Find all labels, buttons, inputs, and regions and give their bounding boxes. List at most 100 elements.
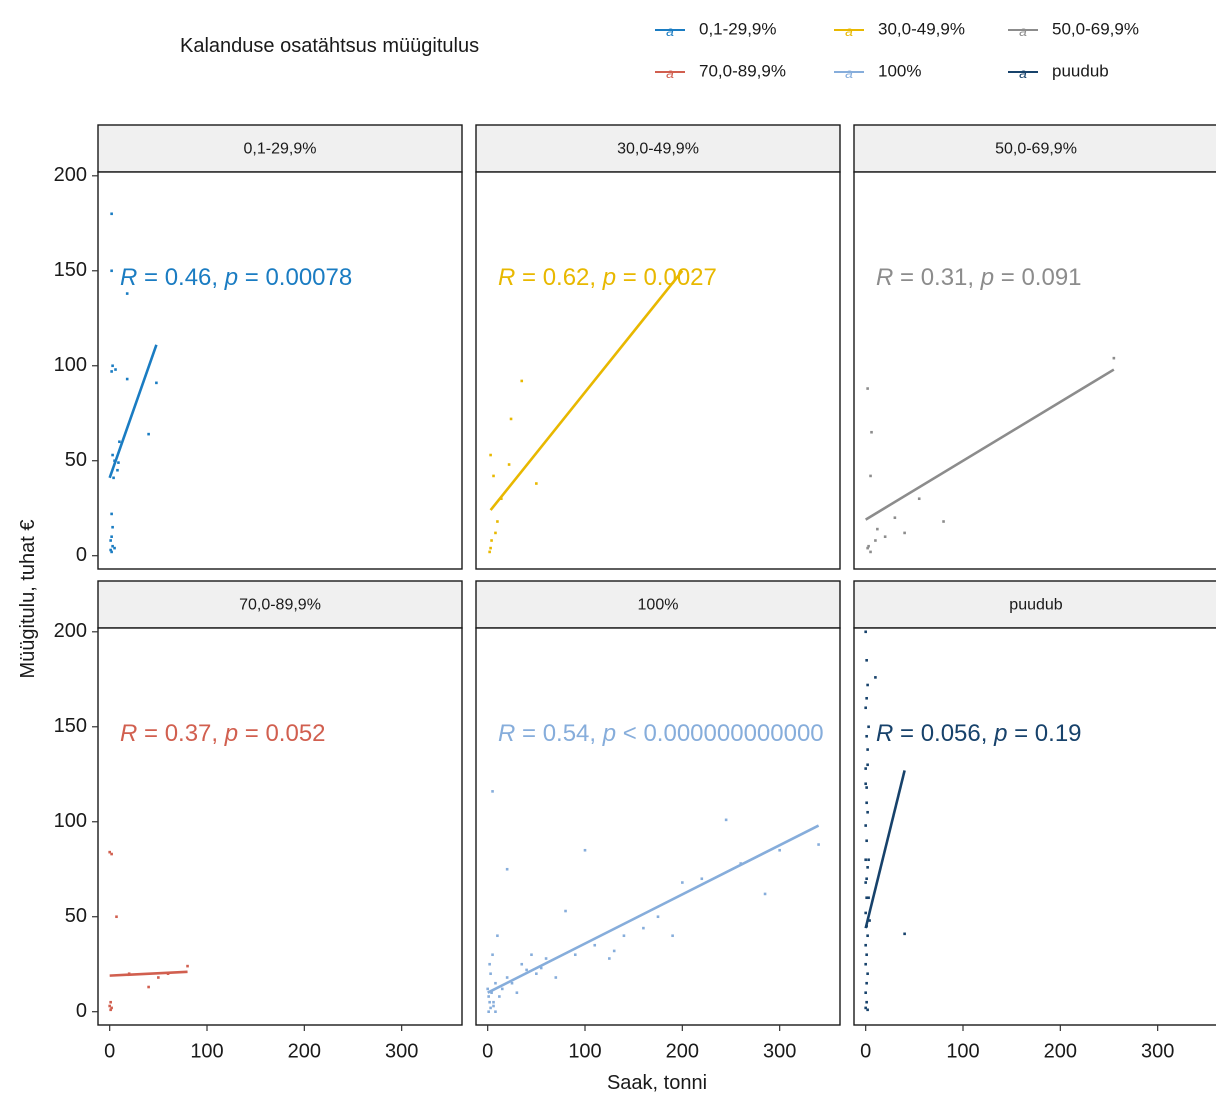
x-tick-label: 100 (568, 1040, 601, 1062)
correlation-annotation: R = 0.31, p = 0.091 (876, 264, 1082, 291)
legend-swatch-glyph: a (1019, 65, 1027, 81)
data-point (865, 696, 868, 700)
data-point (564, 909, 567, 913)
data-point (498, 995, 501, 998)
data-point (864, 858, 867, 862)
data-point (864, 824, 867, 827)
panel-border (853, 171, 1216, 570)
data-point (865, 981, 868, 985)
data-point (155, 381, 158, 385)
data-point (125, 292, 129, 295)
panel-border (97, 171, 463, 570)
data-point (535, 482, 538, 485)
panel-background (98, 172, 462, 569)
data-point (539, 966, 543, 970)
data-point (622, 934, 626, 938)
data-point (763, 892, 767, 896)
legend-key-2: a 50,0-69,9% (1008, 19, 1139, 39)
facet-strip (97, 580, 463, 629)
annotation-p-symbol: p (602, 264, 616, 291)
panel-border (97, 627, 463, 1026)
data-point (147, 432, 150, 436)
correlation-annotation: R = 0.056, p = 0.19 (876, 720, 1082, 747)
data-point (515, 991, 519, 995)
annotation-r-symbol: R (876, 720, 893, 747)
data-point (917, 497, 921, 501)
data-point (490, 539, 493, 542)
data-point (866, 683, 869, 687)
data-point (186, 964, 189, 968)
data-point (724, 818, 728, 822)
data-point (903, 531, 906, 535)
annotation-r-value: = 0.62, (515, 264, 602, 291)
legend-swatch-glyph: a (845, 23, 853, 39)
annotation-r-value: = 0.46, (137, 264, 224, 291)
y-tick-label: 50 (65, 905, 87, 927)
panel-border (475, 171, 841, 570)
data-point (505, 976, 509, 979)
panel-content: R = 0.46, p = 0.00078 (108, 212, 352, 554)
data-point (110, 269, 113, 273)
facet-strip-label: 100% (638, 597, 679, 614)
panel-background (476, 172, 840, 569)
y-axis-label: Müügitulu, tuhat € (17, 520, 39, 679)
annotation-p-value: < 0.000000000000 (616, 720, 824, 747)
data-point (866, 934, 869, 938)
data-point (869, 550, 872, 554)
data-point (113, 546, 116, 550)
data-point (869, 474, 872, 478)
data-point (118, 440, 121, 444)
legend-swatch-glyph: a (666, 23, 674, 39)
data-point (489, 453, 492, 457)
data-point (866, 546, 869, 550)
data-point (110, 535, 113, 539)
data-point (874, 539, 877, 542)
data-point (866, 748, 869, 751)
annotation-p-value: = 0.0027 (616, 264, 717, 291)
correlation-annotation: R = 0.37, p = 0.052 (120, 720, 326, 747)
facet-panel: 100% R = 0.54, p < 0.000000000000 (475, 580, 841, 1026)
data-point (110, 370, 113, 373)
data-point (489, 1006, 492, 1010)
legend-label: 30,0-49,9% (878, 19, 965, 38)
panel-background (98, 628, 462, 1025)
annotation-r-value: = 0.31, (893, 264, 980, 291)
legend: Kalanduse osatähtsus müügitulus a 0,1-29,… (180, 19, 1139, 81)
x-tick-label: 100 (946, 1040, 979, 1062)
data-point (111, 544, 114, 548)
data-point (903, 932, 906, 936)
data-point (866, 763, 869, 767)
legend-swatch-glyph: a (1019, 23, 1027, 39)
data-point (642, 926, 645, 930)
legend-key-5: a puudub (1008, 61, 1109, 81)
panel-content: R = 0.056, p = 0.19 (864, 630, 1082, 1012)
data-point (125, 377, 129, 381)
data-point (865, 786, 868, 789)
x-tick-label: 300 (1141, 1040, 1174, 1062)
data-point (876, 527, 879, 531)
regression-line (108, 344, 158, 479)
panel-background (854, 628, 1216, 1025)
annotation-p-value: = 0.19 (1007, 720, 1081, 747)
data-point (864, 706, 867, 710)
legend-swatch-glyph: a (666, 65, 674, 81)
legend-title: Kalanduse osatähtsus müügitulus (180, 35, 479, 57)
data-point (489, 972, 492, 976)
data-point (110, 212, 113, 216)
annotation-p-value: = 0.00078 (238, 264, 352, 291)
data-point (494, 531, 497, 535)
regression-line (487, 824, 820, 994)
data-point (868, 919, 871, 922)
x-tick-label: 0 (104, 1040, 115, 1062)
panel-background (854, 172, 1216, 569)
legend-keys: a 0,1-29,9% a 30,0-49,9% a 50,0-69,9% a 70,0-89… (655, 19, 1139, 81)
annotation-p-value: = 0.091 (994, 264, 1081, 291)
data-point (110, 1006, 113, 1010)
data-point (520, 962, 524, 966)
data-point (778, 848, 781, 852)
data-point (157, 976, 160, 979)
legend-key-1: a 30,0-49,9% (834, 19, 965, 39)
x-tick-label: 300 (385, 1040, 418, 1062)
x-tick-label: 0 (482, 1040, 493, 1062)
